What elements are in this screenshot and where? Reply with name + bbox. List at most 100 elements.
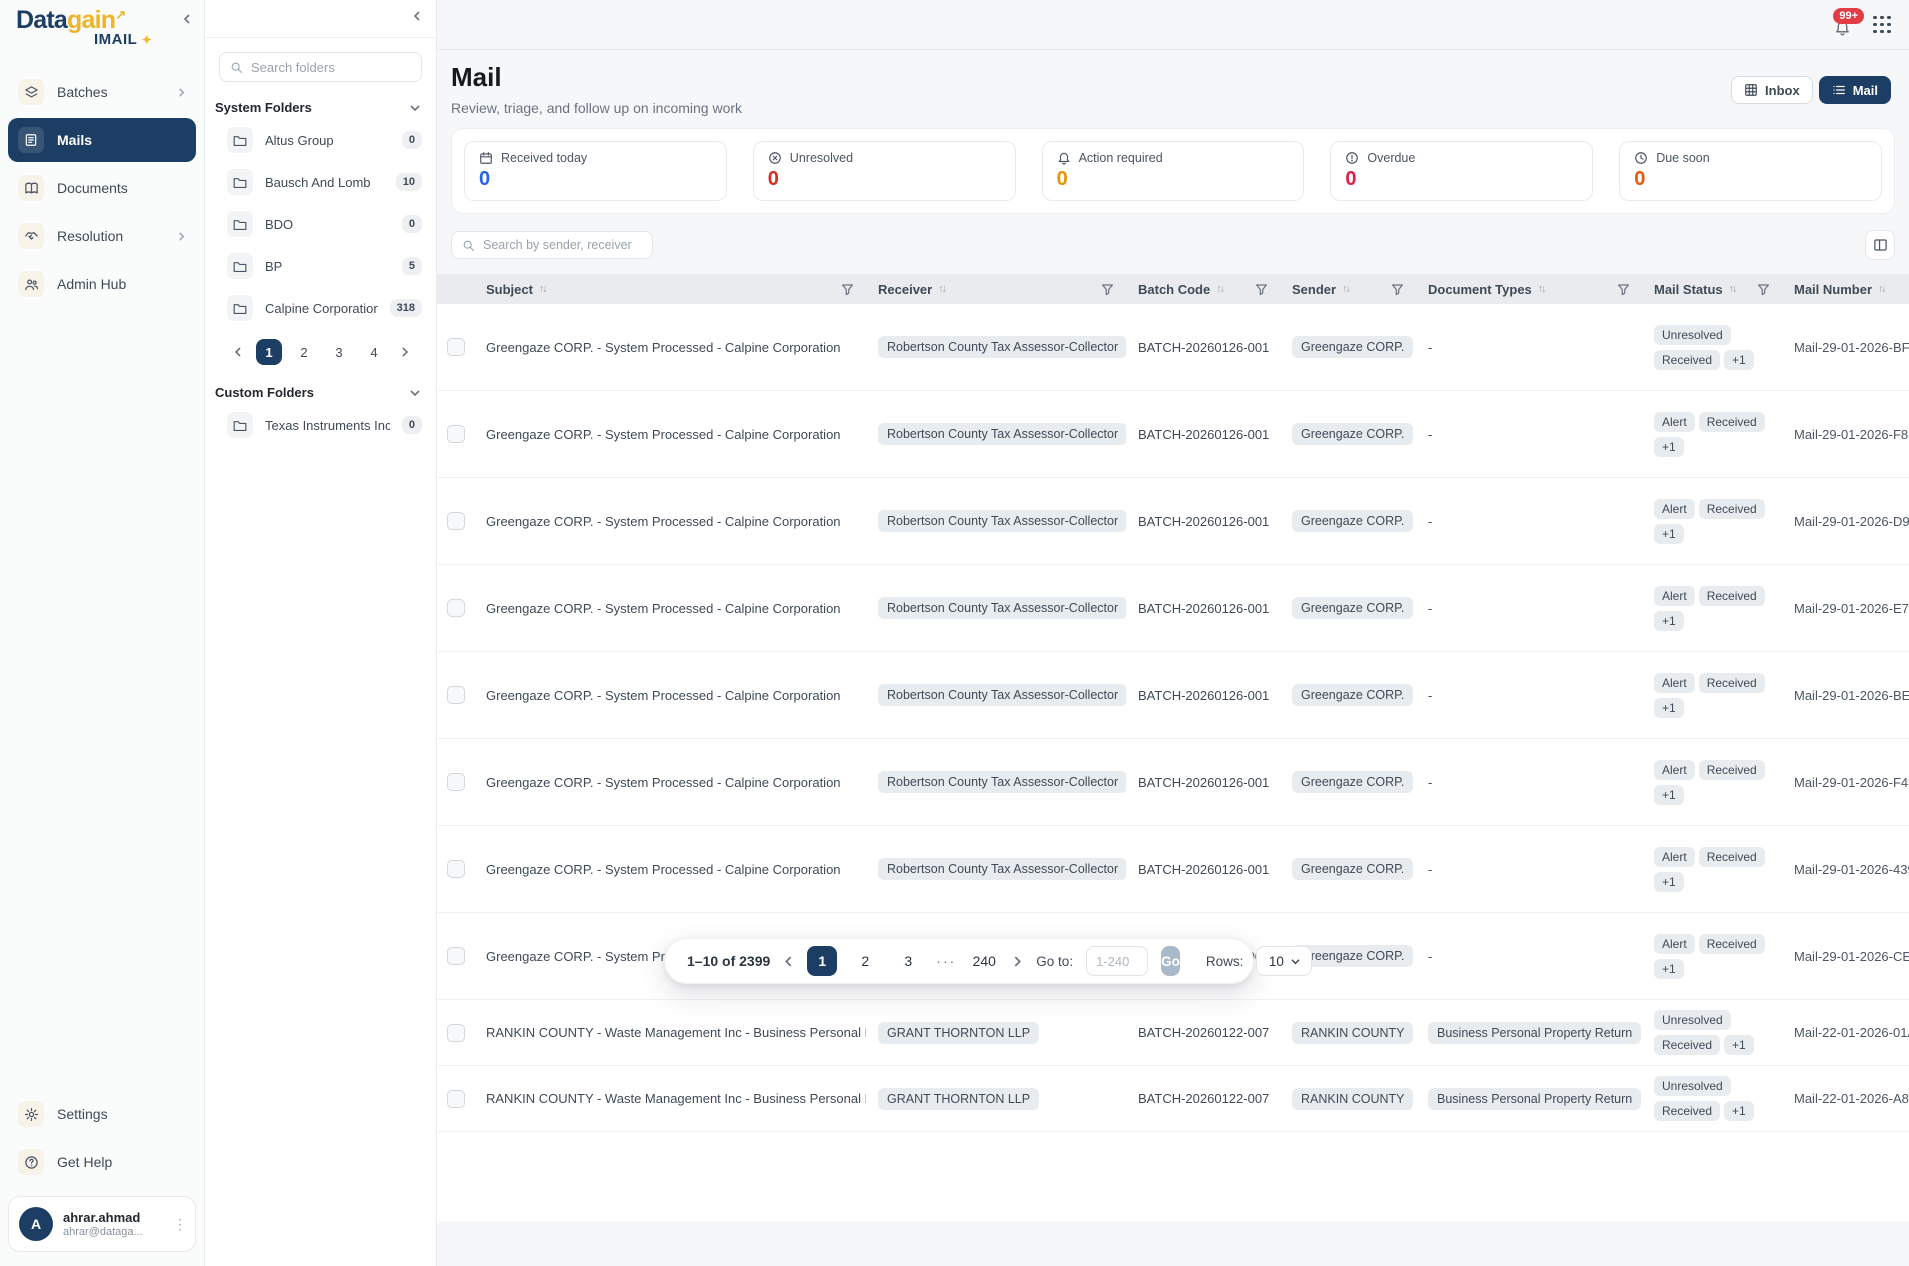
row-receiver-chip: Robertson County Tax Assessor-Collector (878, 423, 1126, 445)
folder-page-prev-icon[interactable] (229, 347, 247, 357)
folder-item[interactable]: Bausch And Lomb 10 (205, 161, 436, 203)
table-row[interactable]: Greengaze CORP. - System Processed - Cal… (437, 391, 1909, 478)
row-checkbox[interactable] (446, 686, 465, 704)
table-row[interactable]: Greengaze CORP. - System Processed - Cal… (437, 478, 1909, 565)
column-label: Receiver (878, 281, 933, 297)
row-checkbox[interactable] (446, 1089, 465, 1108)
status-chip: Alert (1654, 585, 1695, 606)
sidebar-item-resolution[interactable]: Resolution (8, 214, 196, 258)
column-settings-button[interactable] (1865, 230, 1895, 260)
table-row[interactable]: RANKIN COUNTY - Waste Management Inc - B… (437, 1000, 1909, 1066)
page-header: Mail Review, triage, and follow up on in… (437, 50, 1909, 128)
row-sender-chip: RANKIN COUNTY (1292, 1087, 1414, 1110)
user-card[interactable]: A ahrar.ahmad ahrar@dataga... ⋮ (8, 1196, 196, 1252)
product-name: IMAIL ✦ (94, 31, 153, 48)
sidebar-footer: Settings Get Help (0, 1092, 204, 1184)
folder-page-1[interactable]: 1 (256, 339, 282, 365)
filter-icon[interactable] (1617, 283, 1630, 296)
filter-icon[interactable] (1101, 283, 1114, 296)
folder-name: Altus Group (265, 132, 334, 148)
column-header-batch-code[interactable]: Batch Code ↑↓ (1126, 274, 1280, 304)
table-row[interactable]: Greengaze CORP. - System Processed - Cal… (437, 739, 1909, 826)
folder-search-input[interactable] (251, 59, 411, 75)
status-chip: Alert (1654, 759, 1695, 780)
mail-search[interactable] (451, 231, 653, 259)
folder-page-4[interactable]: 4 (370, 344, 378, 360)
sidebar-item-admin-hub[interactable]: Admin Hub (8, 262, 196, 306)
sidebar-item-get-help[interactable]: Get Help (8, 1140, 196, 1184)
filter-icon[interactable] (1391, 283, 1404, 296)
page-240[interactable]: 240 (972, 953, 996, 969)
row-checkbox[interactable] (446, 512, 465, 530)
folder-search[interactable] (219, 52, 422, 82)
column-header-sender[interactable]: Sender ↑↓ (1280, 274, 1416, 304)
column-header-receiver[interactable]: Receiver ↑↓ (866, 274, 1126, 304)
sidebar-item-batches[interactable]: Batches (8, 70, 196, 114)
system-folders-header[interactable]: System Folders (205, 88, 436, 119)
row-checkbox[interactable] (446, 947, 465, 965)
row-checkbox[interactable] (446, 338, 465, 356)
row-checkbox[interactable] (446, 425, 465, 443)
mail-toggle-button[interactable]: Mail (1818, 76, 1891, 104)
row-checkbox[interactable] (446, 773, 465, 791)
kebab-menu-icon[interactable]: ⋮ (173, 1215, 187, 1232)
sort-icon[interactable]: ↑↓ (1342, 283, 1350, 295)
column-header-subject[interactable]: Subject ↑↓ (474, 274, 866, 304)
sidebar-item-documents[interactable]: Documents (8, 166, 196, 210)
row-batch-code: BATCH-20260126-001 (1138, 513, 1270, 529)
column-header-mail-number[interactable]: Mail Number ↑↓ (1782, 274, 1909, 304)
page-1[interactable]: 1 (807, 946, 838, 976)
table-row[interactable]: Greengaze CORP. - System Processed - Cal… (437, 826, 1909, 913)
sort-icon[interactable]: ↑↓ (938, 283, 946, 295)
inbox-toggle-button[interactable]: Inbox (1731, 76, 1813, 104)
folder-item[interactable]: Texas Instruments Inc. 0 (205, 404, 436, 446)
stat-value: 0 (1345, 168, 1357, 190)
column-label: Mail Number (1794, 281, 1873, 297)
page-2[interactable]: 2 (861, 953, 870, 969)
go-button[interactable]: Go (1161, 946, 1180, 976)
column-header-mail-status[interactable]: Mail Status ↑↓ (1642, 274, 1782, 304)
filter-icon[interactable] (1255, 283, 1268, 296)
page-prev-icon[interactable] (783, 955, 794, 967)
folder-panel-collapse-icon[interactable] (412, 11, 422, 21)
row-checkbox[interactable] (446, 1023, 465, 1042)
sort-icon[interactable]: ↑↓ (1537, 283, 1546, 295)
sidebar-item-mails[interactable]: Mails (8, 118, 196, 162)
folder-page-3[interactable]: 3 (335, 344, 343, 360)
sidebar-item-settings[interactable]: Settings (8, 1092, 196, 1136)
page-3[interactable]: 3 (904, 953, 913, 969)
apps-grid-icon[interactable] (1873, 15, 1891, 34)
row-sender-chip: Greengaze CORP. (1292, 336, 1414, 358)
custom-folders-header[interactable]: Custom Folders (205, 373, 436, 404)
folder-page-2[interactable]: 2 (300, 344, 308, 360)
mail-search-input[interactable] (483, 238, 642, 252)
filter-icon[interactable] (1757, 283, 1770, 296)
row-batch-code: BATCH-20260126-001 (1138, 774, 1270, 790)
rows-per-page-select[interactable]: 10 (1256, 946, 1313, 976)
mail-table: Subject ↑↓ Receiver ↑↓ Batch Code ↑↓ Sender… (437, 274, 1909, 1221)
folder-page-next-icon[interactable] (396, 347, 414, 357)
table-row[interactable]: Greengaze CORP. - System Processed - Cal… (437, 565, 1909, 652)
table-row[interactable]: Greengaze CORP. - System Processed - Cal… (437, 304, 1909, 391)
row-subject: RANKIN COUNTY - Waste Management Inc - B… (486, 1025, 866, 1040)
sort-icon[interactable]: ↑↓ (538, 283, 547, 295)
sort-icon[interactable]: ↑↓ (1728, 283, 1737, 295)
sort-icon[interactable]: ↑↓ (1878, 283, 1886, 295)
page-next-icon[interactable] (1012, 955, 1023, 967)
row-doc-type: Business Personal Property Return (1428, 1021, 1642, 1044)
goto-page-input[interactable] (1086, 946, 1149, 976)
folder-item[interactable]: BP 5 (205, 245, 436, 287)
folder-item[interactable]: Altus Group 0 (205, 119, 436, 161)
row-checkbox[interactable] (446, 860, 465, 878)
column-header-document-types[interactable]: Document Types ↑↓ (1416, 274, 1642, 304)
brand-wordmark: Datagain↗ (16, 8, 204, 33)
table-row[interactable]: RANKIN COUNTY - Waste Management Inc - B… (437, 1066, 1909, 1132)
notifications[interactable]: 99+ (1833, 8, 1864, 36)
folder-item[interactable]: BDO 0 (205, 203, 436, 245)
sidebar-collapse-icon[interactable] (182, 14, 192, 24)
folder-item[interactable]: Calpine Corporation 318 (205, 287, 436, 329)
row-checkbox[interactable] (446, 599, 465, 617)
filter-icon[interactable] (841, 283, 854, 296)
table-row[interactable]: Greengaze CORP. - System Processed - Cal… (437, 652, 1909, 739)
sort-icon[interactable]: ↑↓ (1216, 283, 1224, 295)
